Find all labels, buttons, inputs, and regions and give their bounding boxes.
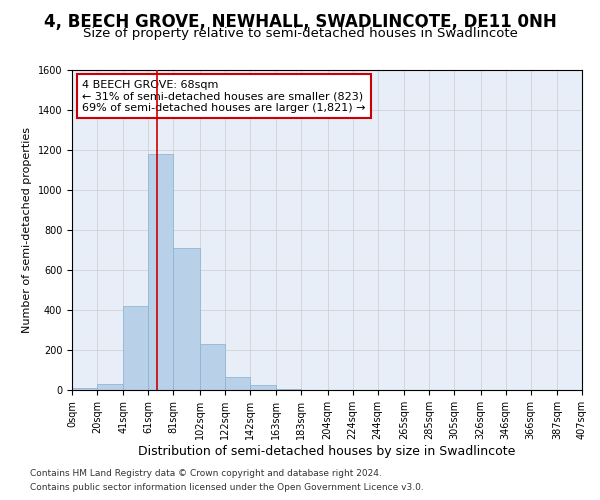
- X-axis label: Distribution of semi-detached houses by size in Swadlincote: Distribution of semi-detached houses by …: [139, 444, 515, 458]
- Text: Contains public sector information licensed under the Open Government Licence v3: Contains public sector information licen…: [30, 484, 424, 492]
- Text: 4, BEECH GROVE, NEWHALL, SWADLINCOTE, DE11 0NH: 4, BEECH GROVE, NEWHALL, SWADLINCOTE, DE…: [44, 12, 556, 30]
- Bar: [148, 154, 173, 390]
- Bar: [97, 384, 124, 390]
- Bar: [124, 306, 148, 390]
- Bar: [200, 344, 225, 390]
- Text: Contains HM Land Registry data © Crown copyright and database right 2024.: Contains HM Land Registry data © Crown c…: [30, 468, 382, 477]
- Bar: [72, 388, 97, 390]
- Bar: [276, 389, 301, 390]
- Text: Size of property relative to semi-detached houses in Swadlincote: Size of property relative to semi-detach…: [83, 28, 517, 40]
- Bar: [225, 377, 250, 390]
- Bar: [250, 385, 276, 390]
- Y-axis label: Number of semi-detached properties: Number of semi-detached properties: [22, 127, 32, 333]
- Bar: [173, 248, 200, 390]
- Text: 4 BEECH GROVE: 68sqm
← 31% of semi-detached houses are smaller (823)
69% of semi: 4 BEECH GROVE: 68sqm ← 31% of semi-detac…: [82, 80, 366, 113]
